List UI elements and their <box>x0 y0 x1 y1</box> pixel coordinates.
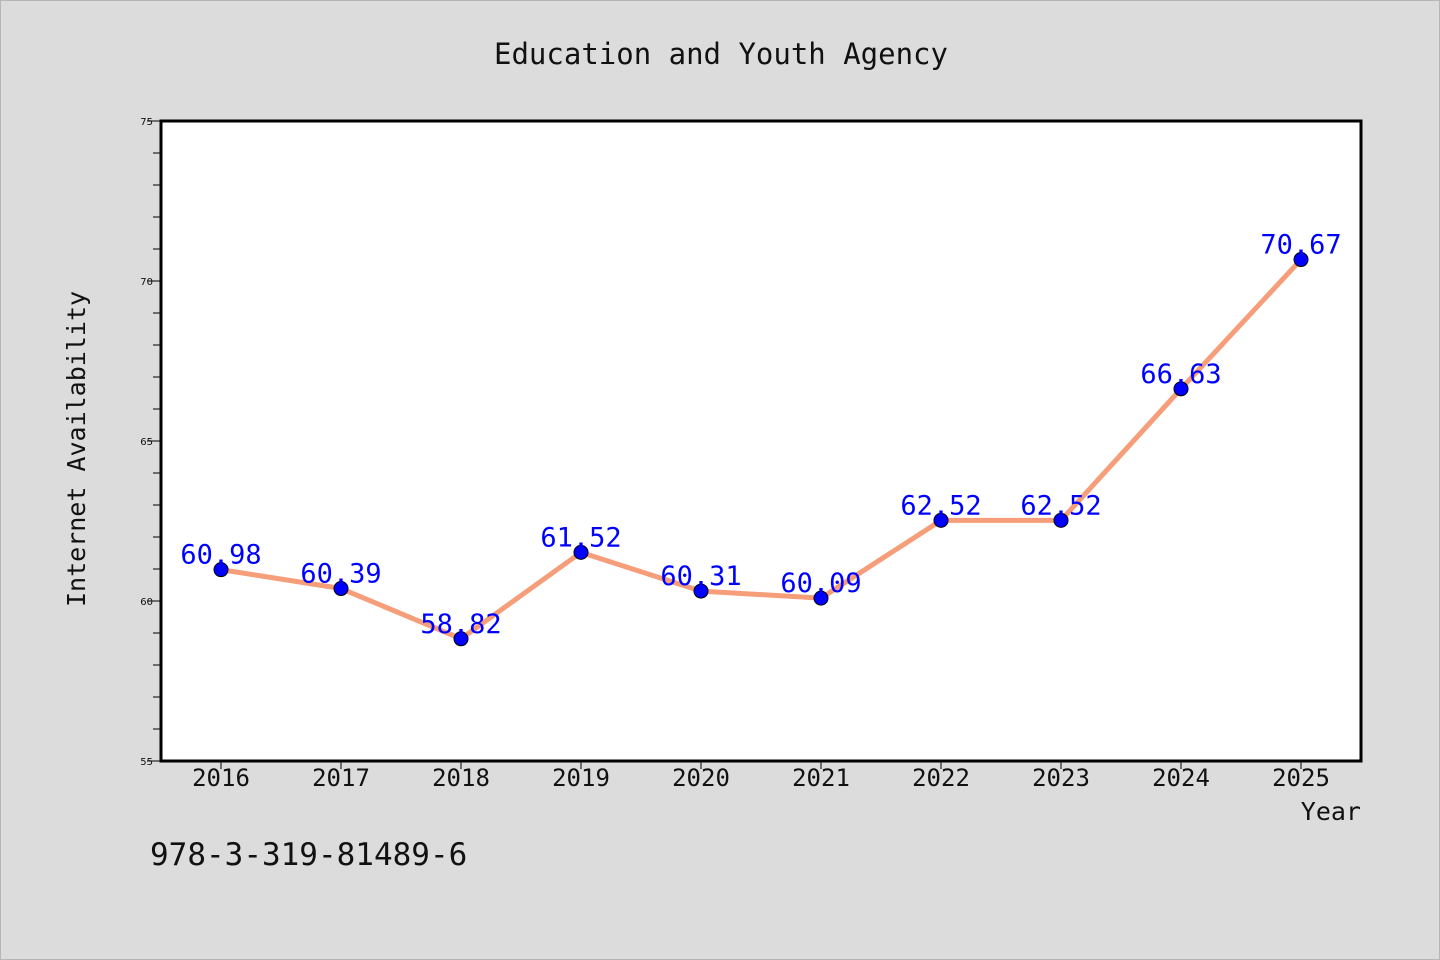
data-markers <box>213 252 1309 647</box>
x-axis-title: Year <box>1301 797 1361 826</box>
x-tick-label: 2022 <box>912 764 970 792</box>
x-tick-label: 2020 <box>672 764 730 792</box>
data-label: 60.31 <box>660 561 741 592</box>
data-label: 58.82 <box>420 609 501 640</box>
data-label: 60.09 <box>780 568 861 599</box>
data-point <box>333 581 349 597</box>
data-point <box>1173 381 1189 397</box>
data-label: 62.52 <box>900 490 981 521</box>
data-label: 61.52 <box>540 522 621 553</box>
y-tick-label: 65 <box>140 437 153 448</box>
data-label: 66.63 <box>1140 359 1221 390</box>
data-point <box>1053 512 1069 528</box>
x-tick-label: 2018 <box>432 764 490 792</box>
data-point <box>1293 252 1309 268</box>
data-label: 62.52 <box>1020 490 1101 521</box>
series-line <box>218 257 1304 642</box>
y-tick-label: 60 <box>140 597 153 608</box>
x-tick-label: 2023 <box>1032 764 1090 792</box>
data-point <box>573 544 589 560</box>
y-tick-label: 55 <box>140 757 153 768</box>
data-point <box>213 562 229 578</box>
y-tick-label: 70 <box>140 277 153 288</box>
footer-identifier: 978-3-319-81489-6 <box>150 837 467 873</box>
data-point <box>693 583 709 599</box>
x-axis-ticks: 2016 2017 2018 2019 2020 2021 2022 2023 2024 2025 <box>192 761 1330 792</box>
chart-title: Education and Youth Agency <box>494 37 948 71</box>
plot-area <box>159 119 1363 763</box>
data-label: 60.39 <box>300 559 381 590</box>
x-tick-label: 2025 <box>1272 764 1330 792</box>
data-labels: 60.98 60.39 58.82 61.52 60.31 60.09 62.52 62.52… <box>180 230 1341 640</box>
x-tick-label: 2016 <box>192 764 250 792</box>
x-tick-label: 2021 <box>792 764 850 792</box>
data-label: 60.98 <box>180 540 261 571</box>
y-axis-ticks: 55 60 65 70 75 <box>140 117 161 768</box>
y-tick-label: 75 <box>140 117 153 128</box>
x-tick-label: 2019 <box>552 764 610 792</box>
data-point <box>453 631 469 647</box>
data-point <box>813 590 829 606</box>
x-tick-label: 2017 <box>312 764 370 792</box>
data-label: 70.67 <box>1260 230 1341 261</box>
y-axis-title: Internet Availability <box>62 291 91 607</box>
x-tick-label: 2024 <box>1152 764 1210 792</box>
data-point <box>933 512 949 528</box>
